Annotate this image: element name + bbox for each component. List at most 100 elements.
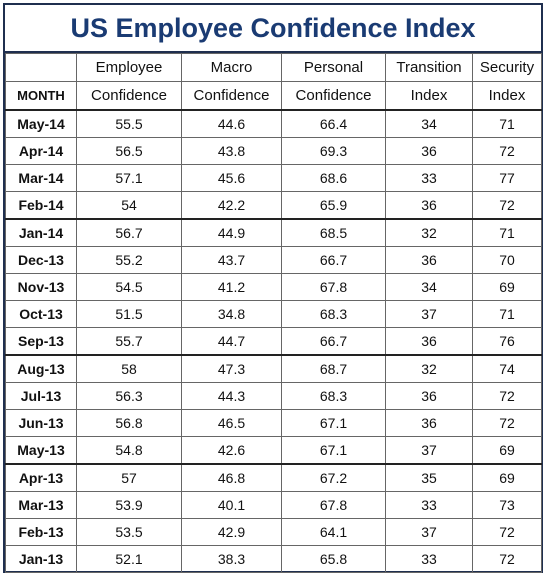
value-cell: 53.5 [76,518,182,546]
value-cell: 71 [472,218,542,247]
table-row: Aug-13 58 47.3 68.7 32 74 [5,354,542,383]
value-cell: 69 [472,273,542,301]
value-cell: 54.5 [76,273,182,301]
value-cell: 69 [472,463,542,492]
header-row-top: Employee Macro Personal Transition Secur… [5,53,542,82]
value-cell: 73 [472,491,542,519]
value-cell: 36 [385,327,473,356]
value-cell: 64.1 [281,518,386,546]
header-cell: Security [472,53,542,82]
value-cell: 68.7 [281,354,386,383]
month-cell: Jan-14 [5,218,77,247]
value-cell: 68.6 [281,164,386,192]
value-cell: 34.8 [181,300,282,328]
value-cell: 42.2 [181,191,282,220]
value-cell: 68.5 [281,218,386,247]
month-cell: May-13 [5,436,77,465]
value-cell: 67.1 [281,436,386,465]
value-cell: 72 [472,409,542,437]
value-cell: 55.2 [76,246,182,274]
table-row: Feb-13 53.5 42.9 64.1 37 72 [5,518,542,546]
table-row: May-13 54.8 42.6 67.1 37 69 [5,436,542,465]
header-cell: Personal [281,53,386,82]
value-cell: 76 [472,327,542,356]
month-cell: Feb-13 [5,518,77,546]
table-row: Jan-14 56.7 44.9 68.5 32 71 [5,218,542,247]
value-cell: 32 [385,354,473,383]
value-cell: 56.5 [76,137,182,165]
value-cell: 71 [472,300,542,328]
month-cell: Dec-13 [5,246,77,274]
value-cell: 32 [385,218,473,247]
value-cell: 54.8 [76,436,182,465]
value-cell: 54 [76,191,182,220]
value-cell: 65.8 [281,545,386,573]
value-cell: 36 [385,191,473,220]
table-row: Mar-14 57.1 45.6 68.6 33 77 [5,164,542,192]
month-cell: Apr-14 [5,137,77,165]
value-cell: 42.9 [181,518,282,546]
value-cell: 57 [76,463,182,492]
value-cell: 70 [472,246,542,274]
month-cell: Aug-13 [5,354,77,383]
month-cell: Oct-13 [5,300,77,328]
value-cell: 37 [385,436,473,465]
value-cell: 67.8 [281,491,386,519]
value-cell: 52.1 [76,545,182,573]
value-cell: 44.6 [181,109,282,138]
value-cell: 43.8 [181,137,282,165]
header-cell-month: MONTH [5,81,77,111]
table-row: Jun-13 56.8 46.5 67.1 36 72 [5,409,542,437]
value-cell: 46.8 [181,463,282,492]
value-cell: 68.3 [281,382,386,410]
table-body: May-14 55.5 44.6 66.4 34 71 Apr-14 56.5 43.8 69.3… [5,109,542,573]
header-row-bottom: MONTH Confidence Confidence Confidence I… [5,81,542,111]
value-cell: 40.1 [181,491,282,519]
value-cell: 66.7 [281,327,386,356]
value-cell: 37 [385,518,473,546]
header-cell: Confidence [76,81,182,111]
value-cell: 51.5 [76,300,182,328]
value-cell: 74 [472,354,542,383]
value-cell: 36 [385,409,473,437]
value-cell: 69 [472,436,542,465]
value-cell: 58 [76,354,182,383]
value-cell: 45.6 [181,164,282,192]
month-cell: Sep-13 [5,327,77,356]
value-cell: 65.9 [281,191,386,220]
value-cell: 36 [385,382,473,410]
value-cell: 44.7 [181,327,282,356]
value-cell: 34 [385,109,473,138]
header-cell: Confidence [281,81,386,111]
table-row: Jan-13 52.1 38.3 65.8 33 72 [5,545,542,573]
value-cell: 53.9 [76,491,182,519]
value-cell: 77 [472,164,542,192]
value-cell: 71 [472,109,542,138]
value-cell: 56.8 [76,409,182,437]
value-cell: 34 [385,273,473,301]
table-row: Dec-13 55.2 43.7 66.7 36 70 [5,246,542,274]
header-cell: Employee [76,53,182,82]
value-cell: 56.3 [76,382,182,410]
month-cell: Mar-13 [5,491,77,519]
value-cell: 72 [472,191,542,220]
table-row: Apr-14 56.5 43.8 69.3 36 72 [5,137,542,165]
value-cell: 57.1 [76,164,182,192]
month-cell: Apr-13 [5,463,77,492]
value-cell: 38.3 [181,545,282,573]
value-cell: 72 [472,137,542,165]
value-cell: 47.3 [181,354,282,383]
value-cell: 66.7 [281,246,386,274]
month-cell: Jun-13 [5,409,77,437]
value-cell: 69.3 [281,137,386,165]
header-cell: Confidence [181,81,282,111]
month-cell: May-14 [5,109,77,138]
header-cell: Index [472,81,542,111]
value-cell: 55.5 [76,109,182,138]
value-cell: 67.2 [281,463,386,492]
header-cell: Macro [181,53,282,82]
value-cell: 33 [385,545,473,573]
confidence-table: Employee Macro Personal Transition Secur… [5,53,542,573]
table-row: Jul-13 56.3 44.3 68.3 36 72 [5,382,542,410]
value-cell: 33 [385,164,473,192]
